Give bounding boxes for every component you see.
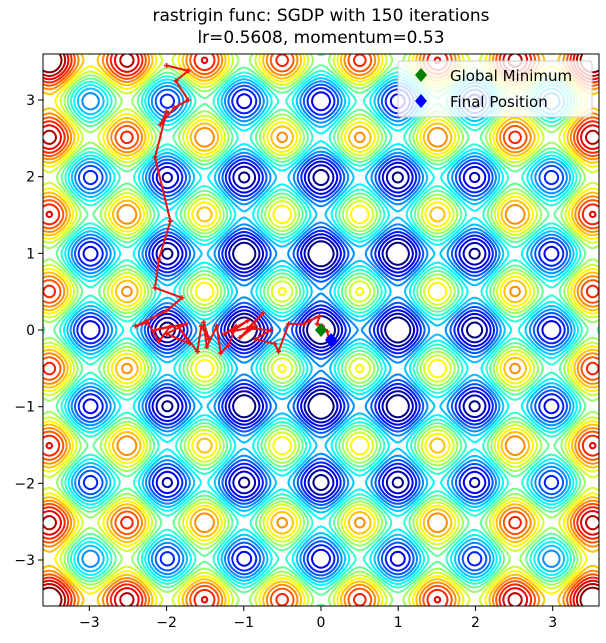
path-point: [252, 336, 258, 342]
path-point: [214, 323, 220, 329]
chart-title-line-2: lr=0.5608, momentum=0.53: [197, 28, 444, 48]
path-point: [185, 97, 191, 103]
path-point: [144, 319, 150, 325]
legend-marker-global-minimum: [415, 68, 427, 82]
path-point: [164, 331, 170, 337]
contour-level-4: [76, 87, 566, 573]
y-tick-label: 3: [26, 93, 35, 109]
path-point: [175, 323, 181, 329]
contour-level-14: [43, 54, 599, 606]
path-point: [316, 313, 322, 319]
path-point: [156, 256, 162, 262]
path-point: [233, 323, 239, 329]
path-point: [167, 323, 173, 329]
y-tick-label: 1: [26, 246, 35, 262]
path-point: [173, 78, 179, 84]
optimizer-path: [133, 63, 334, 356]
y-tick-label: 0: [26, 323, 35, 339]
x-tick-label: −3: [79, 615, 100, 631]
path-point: [229, 329, 235, 335]
path-point: [306, 318, 312, 324]
path-point: [245, 318, 251, 324]
markers-layer: [315, 323, 338, 347]
path-point: [187, 341, 193, 347]
legend: Global Minimum Final Position: [397, 60, 593, 118]
legend-marker-final-position: [415, 94, 427, 108]
contour-level-5: [72, 83, 570, 577]
path-point: [276, 348, 282, 354]
x-tick-label: 2: [471, 615, 480, 631]
path-point: [194, 348, 200, 354]
path-point: [237, 335, 243, 341]
x-tick-label: 3: [548, 615, 557, 631]
contour-level-9: [59, 69, 583, 591]
contour-level-7: [66, 77, 576, 583]
path-point: [225, 342, 231, 348]
x-tick-label: −2: [156, 615, 177, 631]
path-point: [152, 155, 158, 160]
path-point: [164, 63, 170, 68]
path-point: [167, 218, 173, 224]
path-point: [152, 327, 158, 333]
legend-box: [397, 60, 593, 118]
contour-level-17: [43, 54, 599, 606]
legend-label-final-position: Final Position: [450, 93, 548, 111]
x-tick-label: 0: [317, 615, 326, 631]
path-point: [268, 327, 274, 333]
path-point: [286, 321, 292, 327]
contour-level-3: [80, 91, 562, 569]
path-point: [260, 310, 266, 316]
path-point: [156, 339, 162, 344]
path-point: [218, 350, 224, 356]
x-tick-label: 1: [394, 615, 403, 631]
y-tick-label: −3: [14, 553, 35, 569]
path-point: [272, 341, 278, 347]
x-axis: −3 −2 −1 0 1 2 3: [79, 606, 557, 631]
contour-level-8: [63, 73, 579, 587]
path-point: [133, 323, 139, 329]
path-point: [245, 325, 251, 331]
contour-level-15: [43, 54, 599, 606]
contour-level-1: [158, 168, 484, 492]
path-point: [164, 109, 170, 114]
path-point: [185, 68, 191, 74]
legend-label-global-minimum: Global Minimum: [450, 67, 572, 85]
contour-level-2: [154, 164, 488, 496]
path-point: [198, 323, 204, 329]
y-axis: −3 −2 −1 0 1 2 3: [14, 93, 43, 569]
contour-level-6: [69, 80, 573, 580]
path-point: [201, 319, 207, 325]
x-tick-label: −1: [233, 615, 254, 631]
path-point: [206, 336, 212, 342]
path-point: [301, 321, 307, 327]
path-point: [314, 321, 320, 327]
final-position-marker: [325, 332, 338, 347]
chart-title-line-1: rastrigin func: SGDP with 150 iterations: [152, 6, 489, 26]
path-point: [157, 122, 163, 128]
path-point: [179, 295, 185, 301]
y-tick-label: −1: [14, 400, 35, 416]
path-point: [152, 285, 158, 291]
path-point: [164, 308, 170, 314]
y-tick-label: −2: [14, 476, 35, 492]
path-point: [221, 331, 227, 337]
path-point: [183, 321, 189, 327]
path-point: [171, 105, 177, 111]
global-minimum-marker: [315, 323, 327, 337]
y-tick-label: 2: [26, 170, 35, 186]
path-point: [252, 323, 258, 329]
path-point: [204, 344, 210, 350]
